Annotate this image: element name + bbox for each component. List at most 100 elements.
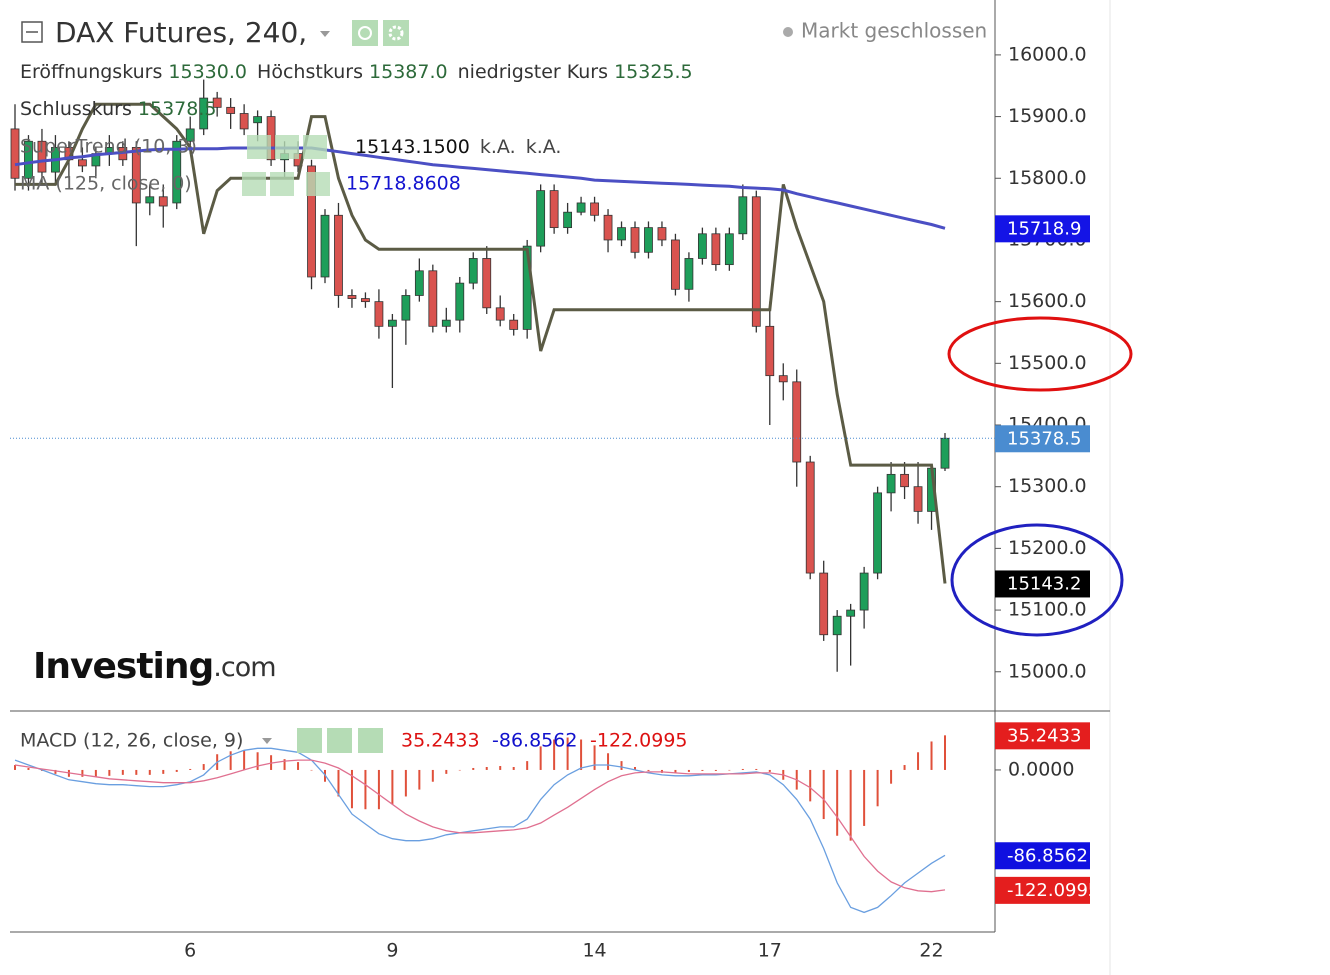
histogram-bar xyxy=(822,769,825,820)
y-tick-label: 16000.0 xyxy=(1008,43,1087,65)
candle-body xyxy=(428,270,438,327)
eye-icon xyxy=(358,26,372,40)
histogram-bar xyxy=(849,769,852,841)
watermark: Investing.com xyxy=(33,646,276,687)
remove-button[interactable] xyxy=(306,172,330,196)
candle-body xyxy=(37,140,47,173)
indicator-values: 15143.1500 k.A. k.A. xyxy=(355,136,561,158)
histogram-bar xyxy=(512,767,515,770)
histogram-bar xyxy=(701,769,704,771)
settings-icon xyxy=(388,25,404,41)
y-tick-label: 15600.0 xyxy=(1008,290,1087,312)
settings-button[interactable] xyxy=(275,135,299,159)
legend-value: 15325.5 xyxy=(614,61,693,83)
histogram-bar xyxy=(404,769,407,797)
histogram-bar xyxy=(930,741,933,770)
settings-button[interactable] xyxy=(270,172,294,196)
histogram-bar xyxy=(135,769,138,775)
histogram-bar xyxy=(944,735,946,770)
histogram-bar xyxy=(809,769,812,802)
candle-body xyxy=(226,106,236,114)
indicator-name: SuperTrend (10, 3) xyxy=(20,136,197,158)
price-tag-label: 15143.2 xyxy=(1007,573,1081,594)
histogram-bar xyxy=(755,768,758,770)
price-tag xyxy=(995,722,1090,750)
candle-body xyxy=(940,437,950,469)
candle-body xyxy=(617,227,626,241)
dropdown-arrow[interactable] xyxy=(262,738,272,744)
histogram-bar xyxy=(553,739,556,770)
candle-body xyxy=(657,227,667,241)
candle-body xyxy=(724,233,734,266)
histogram-bar xyxy=(890,769,893,784)
y-tick-label: 15100.0 xyxy=(1008,599,1087,621)
settings-button[interactable] xyxy=(383,20,409,46)
histogram-bar xyxy=(283,759,286,770)
settings-button[interactable] xyxy=(327,728,352,753)
histogram-bar xyxy=(485,767,488,770)
candle-body xyxy=(846,609,856,617)
eye-button[interactable] xyxy=(297,728,322,753)
histogram-bar xyxy=(391,769,394,805)
histogram-bar xyxy=(917,752,920,770)
status-dot xyxy=(783,27,793,37)
price-tag-label: 15378.5 xyxy=(1007,428,1081,449)
candle-body xyxy=(441,319,451,327)
overlay-ui: DAX Futures, 240, Markt geschlossen Eröf… xyxy=(20,16,987,753)
candle-body xyxy=(819,572,829,636)
y-tick-label: 15800.0 xyxy=(1008,167,1087,189)
candle-body xyxy=(334,214,343,296)
candle-body xyxy=(387,319,397,327)
collapse-button[interactable] xyxy=(21,21,43,43)
histogram-bar xyxy=(728,769,731,771)
candle-body xyxy=(886,473,896,494)
eye-button[interactable] xyxy=(247,135,271,159)
histogram-bar xyxy=(526,761,529,770)
histogram-bar xyxy=(445,769,448,774)
price-tag xyxy=(995,570,1090,598)
price-tag xyxy=(995,876,1090,904)
histogram-bar xyxy=(634,767,636,770)
candle-body xyxy=(172,140,182,204)
candle-body xyxy=(765,325,775,377)
candle-body xyxy=(751,196,761,327)
candle-body xyxy=(199,97,209,130)
candle-body xyxy=(832,615,842,636)
price-tag xyxy=(995,842,1090,870)
x-tick-label: 9 xyxy=(386,940,398,962)
histogram-bar xyxy=(863,769,866,826)
histogram-bar xyxy=(27,767,30,770)
histogram-bar xyxy=(350,769,353,809)
y-tick-label: 15300.0 xyxy=(1008,475,1087,497)
macd-value: -86.8562 xyxy=(492,730,577,752)
histogram-bar xyxy=(189,768,192,770)
histogram-bar xyxy=(377,769,380,810)
indicator-name: MA (125, close, 0) xyxy=(20,173,192,195)
legend-value: 15387.0 xyxy=(369,61,448,83)
candle-body xyxy=(630,227,640,253)
histogram-bar xyxy=(876,769,879,807)
price-tag-label: -86.8562 xyxy=(1007,845,1088,866)
candle-body xyxy=(347,295,357,299)
legend-label: Höchstkurs xyxy=(257,61,363,83)
dropdown-arrow[interactable] xyxy=(320,31,330,37)
indicator-value: 15718.8608 xyxy=(346,173,461,195)
histogram-bar xyxy=(162,769,165,774)
candle-body xyxy=(495,307,505,321)
histogram-bar xyxy=(768,769,771,772)
market-status: Markt geschlossen xyxy=(801,19,987,43)
histogram-bar xyxy=(836,769,839,836)
eye-button[interactable] xyxy=(352,20,378,46)
overlay-line xyxy=(14,146,946,230)
candle-body xyxy=(131,147,141,204)
eye-button[interactable] xyxy=(242,172,266,196)
y-tick-label: 15900.0 xyxy=(1008,105,1087,127)
remove-button[interactable] xyxy=(358,728,383,753)
candle-body xyxy=(697,233,707,259)
indicator-value: k.A. xyxy=(480,136,516,158)
watermark-suffix: .com xyxy=(213,652,275,683)
overlay-line xyxy=(15,102,947,584)
candle-body xyxy=(77,159,87,167)
remove-button[interactable] xyxy=(303,135,327,159)
histogram-bar xyxy=(458,769,461,771)
